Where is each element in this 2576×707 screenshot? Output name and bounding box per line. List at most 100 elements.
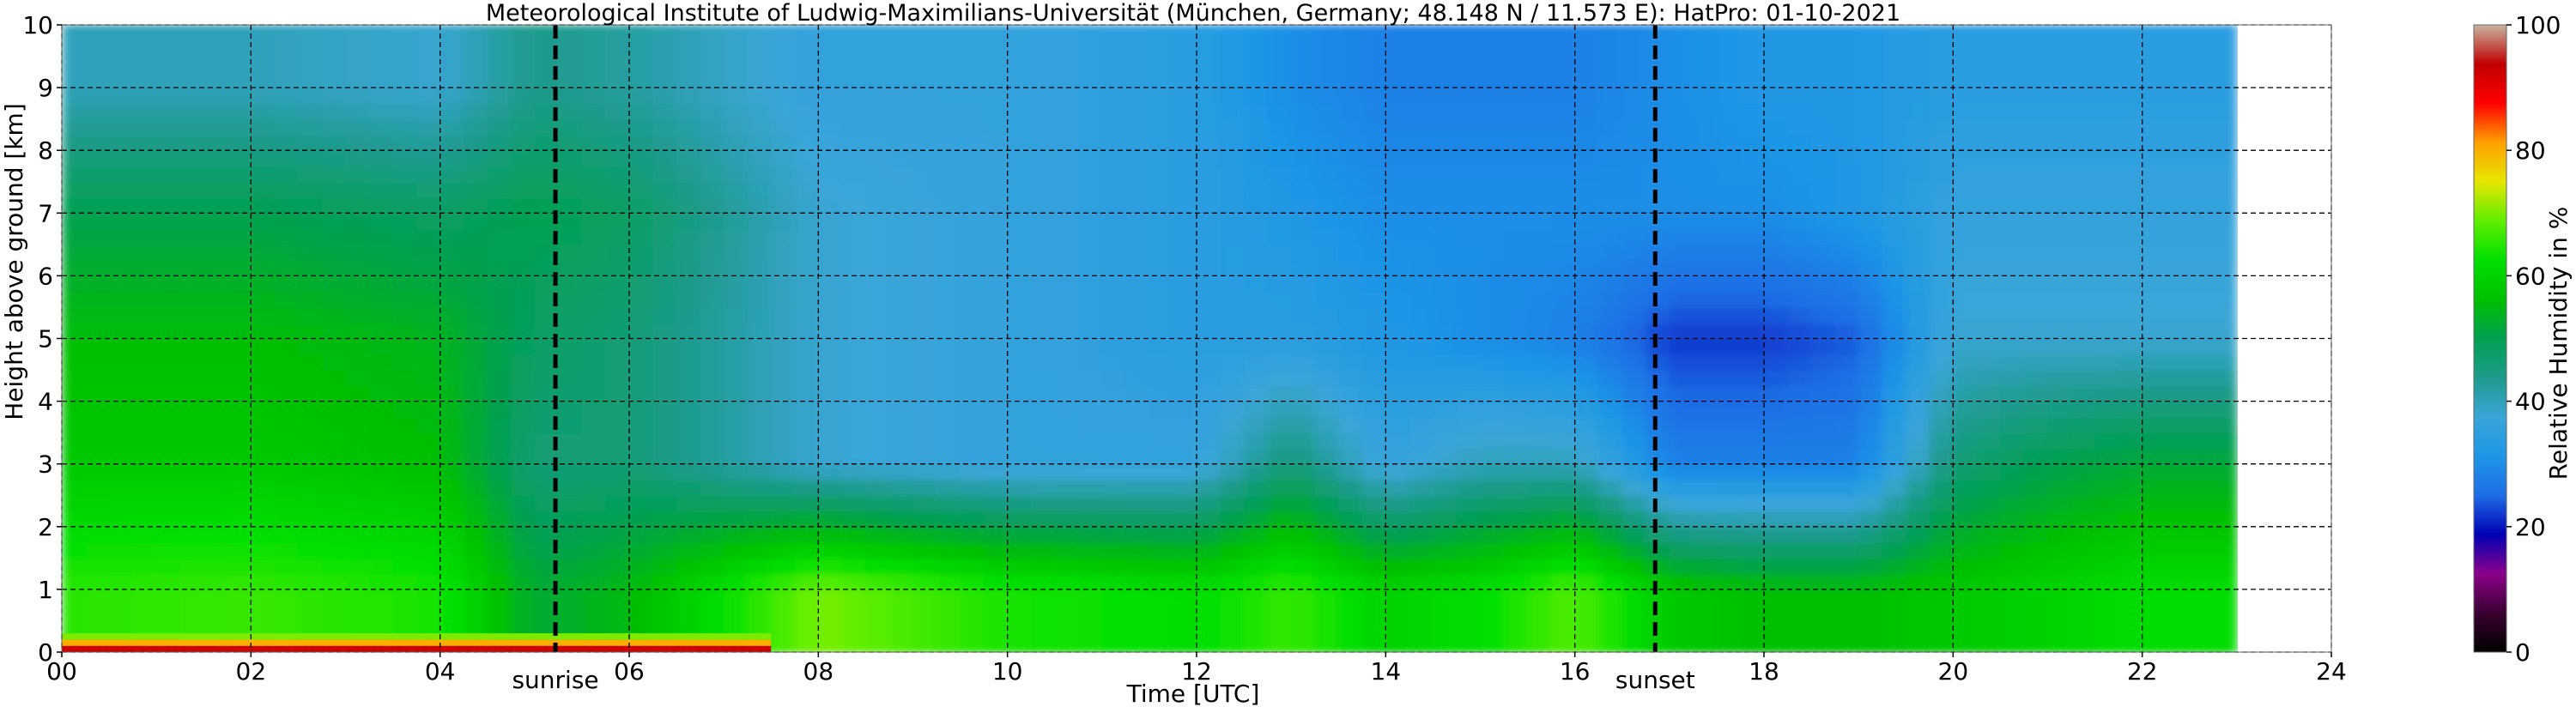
heatmap-cell [439,463,465,480]
heatmap-cell [1976,401,2002,418]
heatmap-cell [676,56,701,73]
heatmap-cell [1409,511,1434,528]
heatmap-cell [85,401,111,418]
heatmap-cell [1764,605,1789,622]
heatmap-cell [1504,197,1529,215]
heatmap-cell [62,558,87,575]
heatmap-cell [1101,636,1127,652]
heatmap-cell [676,448,701,465]
heatmap-cell [321,385,347,402]
heatmap-cell [794,88,820,105]
heatmap-cell [1101,605,1127,622]
heatmap-cell [511,275,536,293]
heatmap-cell [865,40,890,57]
heatmap-cell [132,181,158,199]
heatmap-cell [1054,605,1080,622]
heatmap-cell [1646,605,1670,622]
heatmap-cell [1361,479,1387,497]
heatmap-cell [1669,526,1694,544]
colorbar-tick-label: 100 [2515,11,2561,39]
heatmap-cell [2094,542,2120,559]
heatmap-cell [1574,370,1600,387]
heatmap-cell [2118,401,2143,418]
heatmap-cell [1409,432,1434,450]
heatmap-cell [818,558,843,575]
heatmap-cell [1953,463,1978,480]
heatmap-cell [464,338,488,355]
heatmap-cell [2142,181,2167,199]
heatmap-cell [1054,56,1080,73]
heatmap-cell [818,401,843,418]
heatmap-cell [912,370,938,387]
heatmap-cell [132,338,158,355]
heatmap-cell [818,338,843,355]
heatmap-cell [1598,103,1623,120]
heatmap-cell [1574,605,1600,622]
heatmap-cell [1811,166,1836,183]
heatmap-cell [132,291,158,308]
heatmap-cell [912,40,938,57]
heatmap-cell [1740,511,1765,528]
heatmap-cell [652,197,678,215]
heatmap-cell [416,511,441,528]
heatmap-cell [1173,40,1197,57]
heatmap-cell [1976,448,2002,465]
heatmap-cell [1882,306,1907,324]
heatmap-cell [1740,166,1765,183]
heatmap-cell [1031,526,1056,544]
heatmap-cell [700,354,725,372]
heatmap-cell [1149,244,1174,262]
heatmap-cell [1787,605,1813,622]
heatmap-cell [747,275,773,293]
heatmap-cell [1125,401,1150,418]
heatmap-cell [984,401,1009,418]
heatmap-cell [1220,197,1246,215]
heatmap-cell [345,197,371,215]
heatmap-cell [558,103,583,120]
heatmap-cell [511,401,536,418]
heatmap-cell [984,118,1009,136]
heatmap-cell [1716,573,1742,590]
heatmap-cell [85,432,111,450]
heatmap-cell [203,71,228,89]
heatmap-cell [2213,589,2238,607]
heatmap-cell [1693,385,1718,402]
heatmap-cell [1480,636,1506,652]
heatmap-cell [818,40,843,57]
heatmap-cell [888,542,914,559]
heatmap-cell [1267,228,1293,245]
heatmap-cell [1551,620,1576,638]
heatmap-cell [321,370,347,387]
heatmap-cell [369,197,394,215]
heatmap-cell [1031,228,1056,245]
heatmap-cell [841,25,867,42]
heatmap-cell [936,323,961,340]
heatmap-cell [534,354,560,372]
heatmap-cell [1527,432,1553,450]
heatmap-cell [1740,150,1765,167]
heatmap-cell [1197,511,1221,528]
heatmap-cell [2189,260,2215,277]
heatmap-cell [439,88,465,105]
heatmap-cell [2189,103,2215,120]
heatmap-cell [156,605,181,622]
heatmap-cell [936,134,961,152]
heatmap-cell [1574,495,1600,512]
heatmap-cell [321,291,347,308]
heatmap-cell [2071,244,2096,262]
heatmap-cell [888,620,914,638]
heatmap-cell [1574,636,1600,652]
heatmap-cell [439,150,465,167]
heatmap-cell [416,323,441,340]
heatmap-cell [1882,118,1907,136]
heatmap-cell [2189,463,2215,480]
heatmap-cell [2118,526,2143,544]
heatmap-cell [2213,605,2238,622]
heatmap-cell [1361,636,1387,652]
heatmap-cell [2071,573,2096,590]
heatmap-cell [1125,573,1150,590]
heatmap-cell [1574,401,1600,418]
heatmap-cell [464,354,488,372]
heatmap-cell [771,25,796,42]
x-tick-label: 00 [46,657,77,686]
